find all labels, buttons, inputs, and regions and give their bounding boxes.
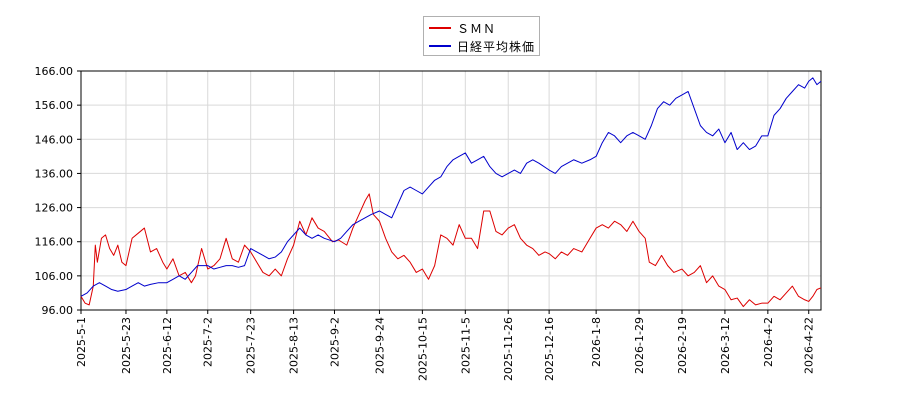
y-tick-label: 106.00 — [35, 270, 74, 283]
x-tick-label: 2025-11-26 — [502, 317, 515, 381]
legend-label-smn: ＳＭＮ — [457, 21, 497, 36]
x-tick-label: 2026-1-8 — [590, 317, 603, 367]
legend-swatch-smn — [429, 27, 451, 29]
y-tick-label: 166.00 — [35, 65, 74, 78]
y-tick-label: 136.00 — [35, 167, 74, 180]
x-tick-label: 2025-9-24 — [373, 317, 386, 374]
legend-swatch-nikkei — [429, 45, 451, 47]
x-tick-label: 2025-12-16 — [543, 317, 556, 381]
grid-layer — [80, 70, 821, 311]
legend-item-smn: ＳＭＮ — [424, 19, 496, 37]
y-tick-label: 96.00 — [42, 304, 74, 317]
x-tick-label: 2025-7-2 — [202, 317, 215, 367]
y-tick-label: 116.00 — [35, 236, 74, 249]
x-tick-label: 2025-5-1 — [75, 317, 88, 367]
legend-item-nikkei: 日経平均株価 — [424, 37, 535, 55]
x-tick-label: 2026-3-12 — [719, 317, 732, 374]
x-tick-label: 2026-4-2 — [762, 317, 775, 367]
x-tick-label: 2026-1-29 — [633, 317, 646, 374]
y-tick-label: 126.00 — [35, 202, 74, 215]
axis-layer — [77, 70, 822, 314]
x-tick-label: 2025-5-23 — [120, 317, 133, 374]
x-tick-label: 2025-6-12 — [161, 317, 174, 374]
plot-frame — [80, 70, 822, 311]
series-line-smn — [80, 193, 822, 308]
x-tick-label: 2025-10-15 — [416, 317, 429, 381]
x-tick-label: 2025-11-5 — [459, 317, 472, 374]
series-line-nikkei — [80, 77, 822, 297]
y-tick-label: 156.00 — [35, 99, 74, 112]
y-tick-label: 146.00 — [35, 133, 74, 146]
x-tick-label: 2025-7-23 — [245, 317, 258, 374]
legend-label-nikkei: 日経平均株価 — [457, 39, 536, 54]
chart-legend: ＳＭＮ 日経平均株価 — [423, 16, 540, 56]
label-layer: 96.00 106.00 116.00 126.00 136.00 146.00 156.0… — [35, 65, 816, 381]
x-tick-label: 2026-2-19 — [676, 317, 689, 374]
x-tick-label: 2025-8-13 — [288, 317, 301, 374]
x-tick-label: 2026-4-22 — [803, 317, 816, 374]
series-layer — [80, 77, 822, 308]
x-tick-label: 2025-9-2 — [328, 317, 341, 367]
